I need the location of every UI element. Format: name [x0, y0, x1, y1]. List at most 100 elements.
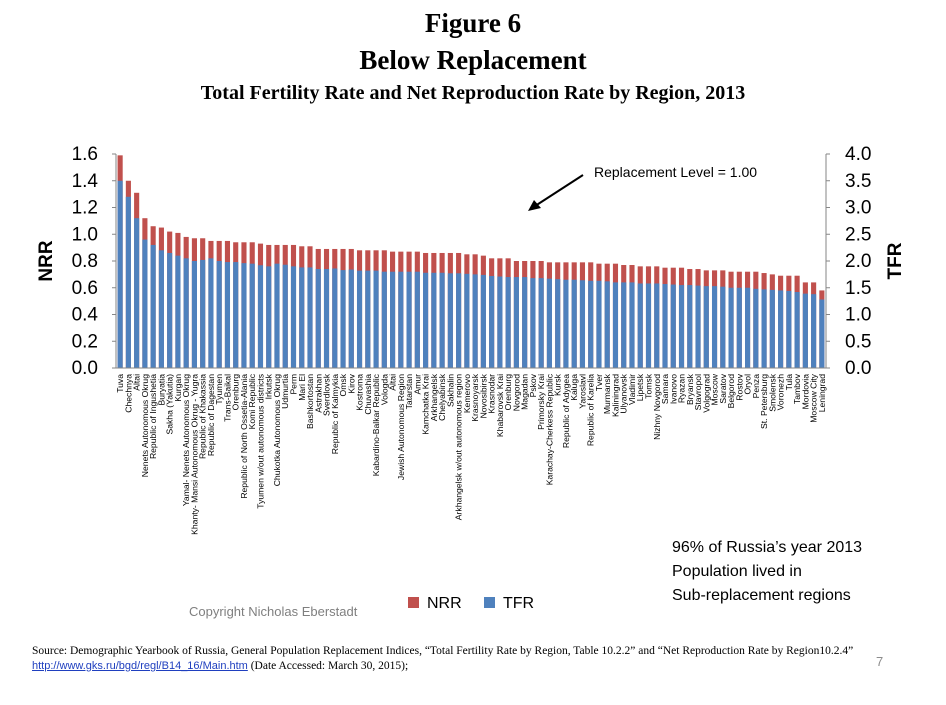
tfr-bar: [456, 273, 462, 368]
tfr-bar: [596, 280, 602, 368]
tfr-bar: [398, 271, 404, 368]
category-label: Orenburg: [231, 374, 241, 411]
category-label: Sakha (Yakutia): [165, 374, 175, 435]
left-tick-label: 0.6: [72, 278, 98, 299]
tfr-bar: [307, 267, 313, 368]
legend-swatch-nrr: [408, 597, 419, 608]
category-label: Primorsky Krai: [536, 374, 546, 430]
tfr-bar: [266, 266, 272, 368]
category-label: Smolensk: [767, 373, 777, 411]
category-label: Kaliningrad: [610, 374, 620, 417]
tfr-bar: [158, 250, 164, 368]
category-label: Tver: [594, 374, 604, 391]
tfr-bar: [530, 278, 536, 368]
category-label: Novosibirsk: [478, 373, 488, 418]
right-tick-label: 2.0: [845, 251, 871, 272]
tfr-bar: [282, 264, 288, 368]
category-label: Kamchatka Krai: [421, 374, 431, 435]
figure-label: Figure 6: [424, 8, 522, 38]
tfr-bar: [406, 271, 412, 368]
population-note: 96% of Russia’s year 2013 Population liv…: [672, 536, 862, 608]
category-label: Leningrad: [817, 374, 827, 412]
category-label: Republic of North Ossetia-Alania: [239, 374, 249, 499]
tfr-bar: [200, 259, 206, 368]
tfr-bar: [167, 252, 173, 368]
category-label: Jewish Autonomous Region: [396, 374, 406, 480]
tfr-bar: [497, 276, 503, 368]
category-label: Sverdlovsk: [322, 373, 332, 416]
tfr-bar: [373, 270, 379, 368]
category-label: Saratov: [718, 373, 728, 403]
category-label: Sakhalin: [445, 374, 455, 407]
category-label: Tuva: [115, 374, 125, 393]
tfr-bar: [612, 282, 619, 368]
category-label: Nizhny Novgorod: [652, 374, 662, 440]
tfr-bar: [142, 239, 148, 368]
tfr-bar: [150, 244, 156, 368]
tfr-bar: [431, 272, 437, 368]
category-label: Ulyanovsk: [619, 373, 629, 413]
note-line: 96% of Russia’s year 2013: [672, 539, 863, 556]
tfr-bar: [365, 270, 371, 368]
tfr-bar: [579, 280, 586, 368]
tfr-bar: [439, 272, 445, 368]
tfr-bar: [728, 287, 734, 368]
annotation-arrow: [531, 174, 584, 209]
tfr-bar: [794, 292, 800, 368]
tfr-bar: [348, 269, 354, 368]
annotation-box: [586, 160, 796, 184]
tfr-bar: [703, 286, 709, 368]
tfr-bar: [513, 277, 519, 368]
left-tick-label: 1.4: [72, 171, 99, 192]
category-label: Bashkortostan: [305, 374, 315, 429]
category-label: Arkhangelsk: [429, 373, 439, 421]
left-tick-label: 0.4: [72, 305, 99, 326]
note-line: Sub-replacement regions: [672, 587, 851, 604]
category-label: Kostroma: [355, 374, 365, 411]
category-label: Krasnodar: [487, 374, 497, 414]
legend-label-tfr: TFR: [503, 595, 534, 612]
tfr-bar: [654, 283, 660, 368]
tfr-bar: [753, 288, 759, 368]
left-tick-label: 0.0: [72, 358, 98, 379]
tfr-bar: [290, 266, 297, 368]
tfr-bar: [175, 255, 181, 368]
replacement-annotation: Replacement Level = 1.00: [594, 164, 757, 180]
category-label: Novgorod: [511, 374, 521, 411]
category-label: Kabardino-Balkar Republic: [371, 373, 381, 476]
left-tick-label: 1.2: [72, 198, 98, 219]
category-label: Vladimir: [627, 374, 637, 405]
tfr-bar: [257, 265, 264, 368]
tfr-bar: [315, 269, 321, 368]
category-label: Penza: [751, 374, 761, 399]
category-label: Yaroslavl: [577, 374, 587, 409]
tfr-bar: [538, 278, 544, 368]
category-label: Khabarovsk Krai: [495, 374, 505, 437]
category-label: Udmurtia: [280, 374, 290, 409]
category-label: Moscow: [710, 373, 720, 405]
tfr-bar: [134, 218, 140, 368]
tfr-bar: [117, 180, 123, 368]
category-label: Kirov: [346, 373, 356, 393]
tfr-bar: [480, 274, 486, 368]
tfr-bar: [249, 263, 255, 368]
category-label: Tyumen w/out autonomous districts: [255, 374, 265, 509]
tfr-bar: [356, 270, 363, 368]
chart-subtitle: Total Fertility Rate and Net Reproductio…: [200, 82, 746, 104]
legend-label-nrr: NRR: [427, 595, 462, 612]
right-tick-label: 3.0: [845, 198, 871, 219]
category-label: Chuvashia: [363, 374, 373, 415]
tfr-bar: [645, 283, 652, 368]
source-link[interactable]: http://www.gks.ru/bgd/regl/B14_16/Main.h…: [32, 660, 248, 672]
category-label: Perm: [289, 374, 299, 395]
source-text: Source: Demographic Yearbook of Russia, …: [32, 645, 854, 657]
right-tick-label: 0.0: [845, 358, 871, 379]
category-label: Nenets Autonomous Okrug: [140, 374, 150, 477]
left-tick-label: 0.8: [72, 251, 98, 272]
category-label: Omsk: [338, 373, 348, 396]
category-label: Oryol: [743, 374, 753, 395]
category-label: Republic of Dagestan: [206, 374, 216, 456]
category-label: Chukotka Autonomous Okrug: [272, 374, 282, 486]
tfr-bar: [802, 293, 808, 368]
tfr-bar: [447, 273, 453, 368]
